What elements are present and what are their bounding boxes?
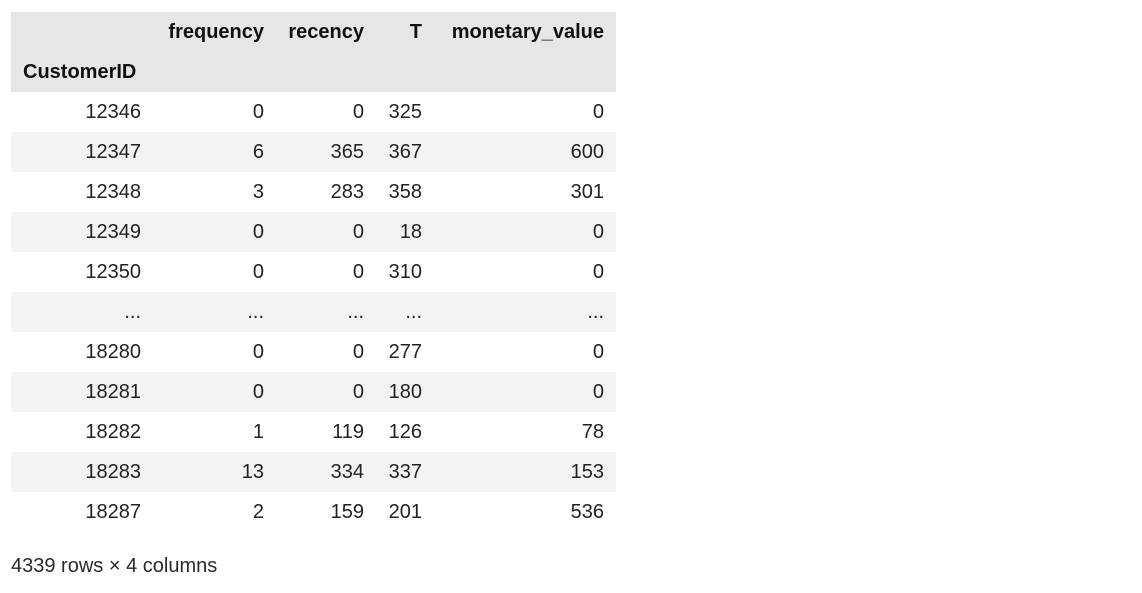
table-cell: 0 bbox=[153, 372, 276, 412]
table-cell: 18 bbox=[376, 212, 434, 252]
dataframe-output: frequency recency T monetary_value Custo… bbox=[11, 12, 616, 532]
row-index-cell: 12350 bbox=[11, 252, 153, 292]
table-cell: 277 bbox=[376, 332, 434, 372]
table-cell: 334 bbox=[276, 452, 376, 492]
table-row: ............... bbox=[11, 292, 616, 332]
column-header-recency: recency bbox=[276, 12, 376, 52]
index-header-blank bbox=[434, 52, 616, 92]
table-cell: 0 bbox=[153, 332, 276, 372]
table-row: 12350 0 0 310 0 bbox=[11, 252, 616, 292]
table-row: 18282 1 119 126 78 bbox=[11, 412, 616, 452]
table-cell: 367 bbox=[376, 132, 434, 172]
table-cell: 0 bbox=[434, 332, 616, 372]
index-name-header: CustomerID bbox=[11, 52, 153, 92]
column-header-monetary-value: monetary_value bbox=[434, 12, 616, 52]
table-cell: 0 bbox=[276, 332, 376, 372]
row-index-cell: 12347 bbox=[11, 132, 153, 172]
table-cell: 153 bbox=[434, 452, 616, 492]
table-cell: ... bbox=[434, 292, 616, 332]
table-cell: 600 bbox=[434, 132, 616, 172]
table-row: 18283 13 334 337 153 bbox=[11, 452, 616, 492]
index-header-blank bbox=[276, 52, 376, 92]
dataframe-table: frequency recency T monetary_value Custo… bbox=[11, 12, 616, 532]
table-cell: 0 bbox=[276, 92, 376, 132]
table-cell: 13 bbox=[153, 452, 276, 492]
table-cell: 0 bbox=[153, 92, 276, 132]
table-cell: 6 bbox=[153, 132, 276, 172]
table-cell: 310 bbox=[376, 252, 434, 292]
table-cell: 180 bbox=[376, 372, 434, 412]
column-header-row: frequency recency T monetary_value bbox=[11, 12, 616, 52]
table-cell: 126 bbox=[376, 412, 434, 452]
row-index-cell: 12349 bbox=[11, 212, 153, 252]
corner-header-cell bbox=[11, 12, 153, 52]
row-index-cell: 18282 bbox=[11, 412, 153, 452]
column-header-frequency: frequency bbox=[153, 12, 276, 52]
table-cell: 0 bbox=[276, 372, 376, 412]
table-cell: 159 bbox=[276, 492, 376, 532]
index-header-blank bbox=[153, 52, 276, 92]
table-cell: ... bbox=[376, 292, 434, 332]
table-cell: 337 bbox=[376, 452, 434, 492]
table-row: 12347 6 365 367 600 bbox=[11, 132, 616, 172]
table-cell: ... bbox=[153, 292, 276, 332]
row-index-cell: 18287 bbox=[11, 492, 153, 532]
table-cell: 365 bbox=[276, 132, 376, 172]
row-index-cell: ... bbox=[11, 292, 153, 332]
table-cell: 0 bbox=[153, 212, 276, 252]
row-index-cell: 18281 bbox=[11, 372, 153, 412]
row-index-cell: 12348 bbox=[11, 172, 153, 212]
index-header-blank bbox=[376, 52, 434, 92]
table-cell: 3 bbox=[153, 172, 276, 212]
table-cell: 283 bbox=[276, 172, 376, 212]
row-index-cell: 12346 bbox=[11, 92, 153, 132]
dataframe-shape-note: 4339 rows × 4 columns bbox=[11, 555, 218, 577]
index-header-row: CustomerID bbox=[11, 52, 616, 92]
table-cell: 1 bbox=[153, 412, 276, 452]
table-cell: 119 bbox=[276, 412, 376, 452]
table-row: 18287 2 159 201 536 bbox=[11, 492, 616, 532]
table-row: 12346 0 0 325 0 bbox=[11, 92, 616, 132]
table-cell: 201 bbox=[376, 492, 434, 532]
table-cell: 301 bbox=[434, 172, 616, 212]
table-cell: 325 bbox=[376, 92, 434, 132]
table-cell: ... bbox=[276, 292, 376, 332]
table-body: 12346 0 0 325 0 12347 6 365 367 600 12348 3 283 358 30… bbox=[11, 92, 616, 532]
table-cell: 0 bbox=[153, 252, 276, 292]
table-cell: 536 bbox=[434, 492, 616, 532]
row-index-cell: 18280 bbox=[11, 332, 153, 372]
table-cell: 0 bbox=[434, 252, 616, 292]
table-cell: 2 bbox=[153, 492, 276, 532]
row-index-cell: 18283 bbox=[11, 452, 153, 492]
table-cell: 0 bbox=[434, 92, 616, 132]
table-row: 18281 0 0 180 0 bbox=[11, 372, 616, 412]
table-cell: 358 bbox=[376, 172, 434, 212]
table-cell: 78 bbox=[434, 412, 616, 452]
column-header-T: T bbox=[376, 12, 434, 52]
table-row: 12349 0 0 18 0 bbox=[11, 212, 616, 252]
table-row: 12348 3 283 358 301 bbox=[11, 172, 616, 212]
table-cell: 0 bbox=[276, 212, 376, 252]
table-cell: 0 bbox=[434, 372, 616, 412]
table-cell: 0 bbox=[434, 212, 616, 252]
table-cell: 0 bbox=[276, 252, 376, 292]
table-row: 18280 0 0 277 0 bbox=[11, 332, 616, 372]
